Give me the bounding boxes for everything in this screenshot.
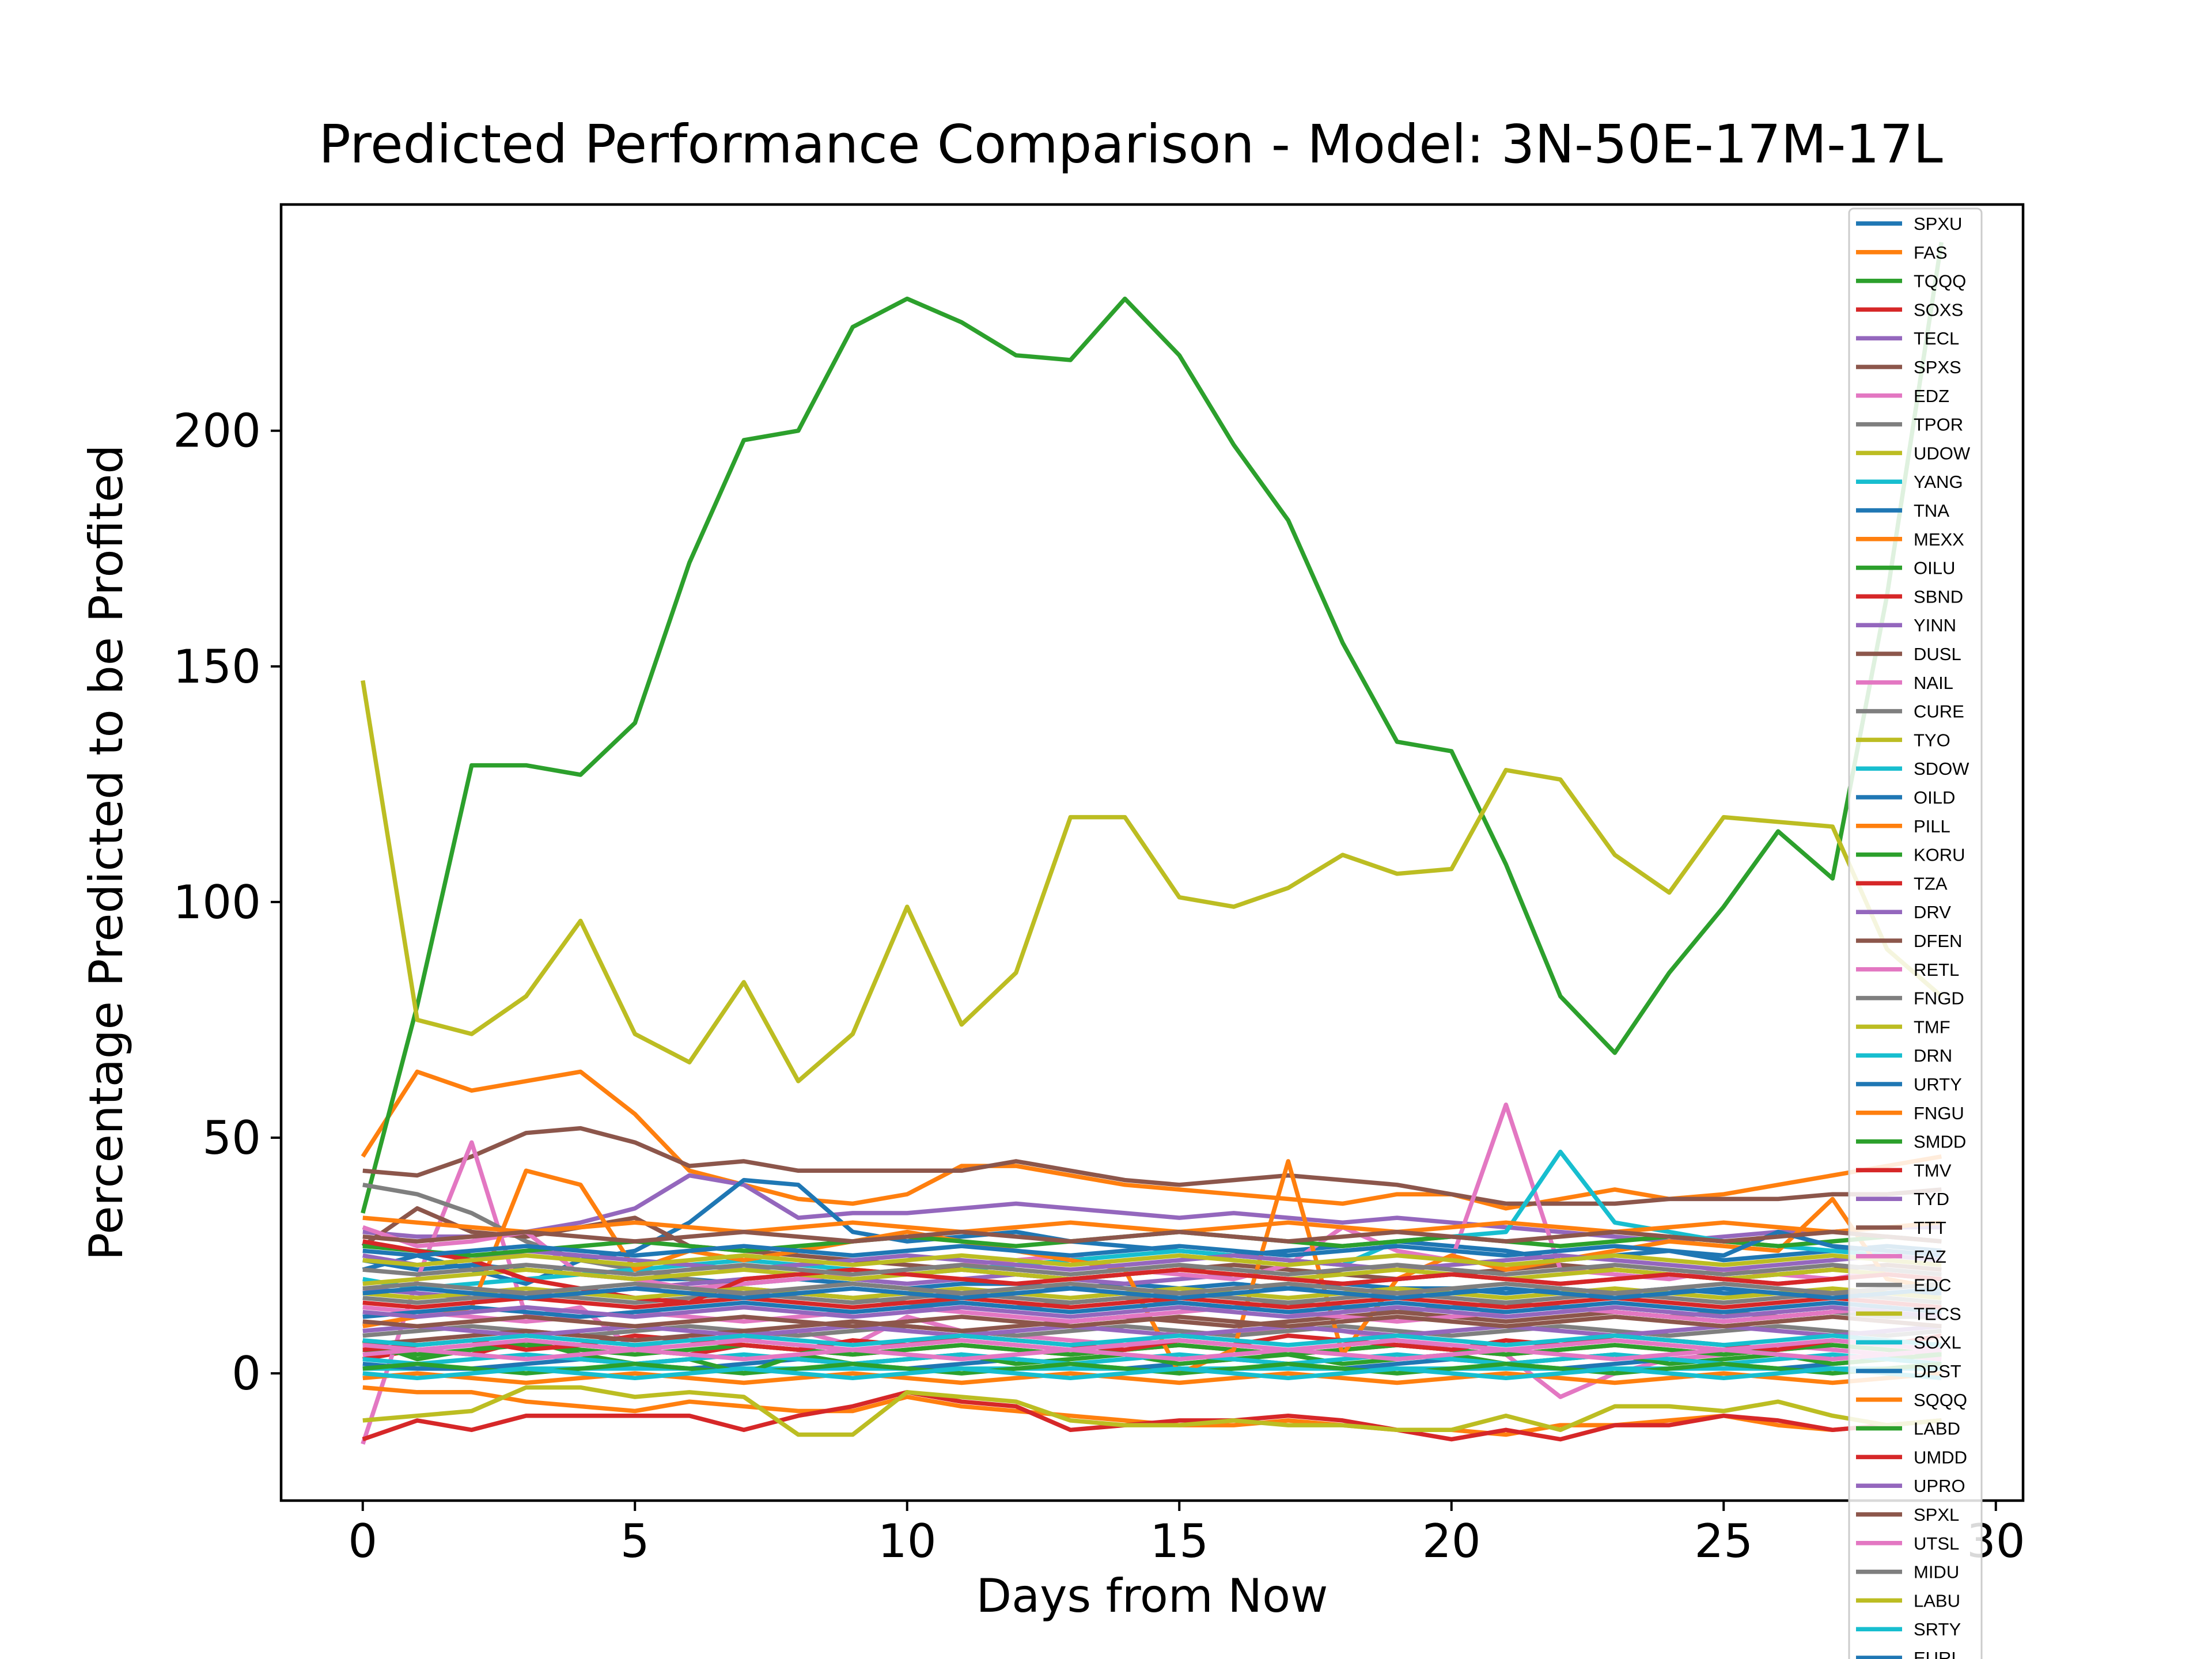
x-tick-label: 10 <box>878 1514 937 1568</box>
series-line-labu <box>362 1253 1942 1267</box>
chart-title: Predicted Performance Comparison - Model… <box>319 113 1942 175</box>
legend-label-tmf: TMF <box>1914 1017 1950 1037</box>
legend-label-oild: OILD <box>1914 787 1955 808</box>
legend-label-faz: FAZ <box>1914 1247 1946 1267</box>
legend-label-sdow: SDOW <box>1914 759 1969 779</box>
y-tick-label: 100 <box>173 876 261 929</box>
legend-label-yang: YANG <box>1914 472 1963 492</box>
legend-label-soxs: SOXS <box>1914 300 1963 320</box>
series-lines <box>361 241 1944 1445</box>
x-tick-label: 20 <box>1422 1514 1481 1568</box>
series-line-soxl <box>362 1333 1942 1347</box>
legend-label-midu: MIDU <box>1914 1562 1959 1582</box>
legend-label-dusl: DUSL <box>1914 644 1961 664</box>
legend-label-tyd: TYD <box>1914 1189 1949 1209</box>
legend-label-yinn: YINN <box>1914 615 1956 635</box>
series-line-tqqq <box>361 241 1944 1214</box>
x-axis-label: Days from Now <box>976 1569 1328 1623</box>
legend-label-soxl: SOXL <box>1914 1332 1961 1353</box>
legend-label-upro: UPRO <box>1914 1476 1965 1496</box>
series-line-srty <box>362 1366 1942 1381</box>
legend-label-dpst: DPST <box>1914 1361 1961 1381</box>
legend-label-labu: LABU <box>1914 1590 1960 1611</box>
series-line-drv <box>362 1248 1942 1272</box>
legend-label-labd: LABD <box>1914 1419 1960 1439</box>
x-tick-label: 5 <box>620 1514 650 1568</box>
legend-label-dfen: DFEN <box>1914 931 1962 951</box>
series-line-sdow <box>362 1149 1942 1291</box>
legend-label-edc: EDC <box>1914 1275 1951 1296</box>
axes-frame <box>279 203 2025 1502</box>
legend-label-urty: URTY <box>1914 1074 1962 1094</box>
series-line-sqqq <box>362 1371 1942 1385</box>
legend-label-fas: FAS <box>1914 243 1948 263</box>
legend-label-pill: PILL <box>1914 816 1950 836</box>
series-line-umdd <box>362 1296 1942 1310</box>
legend-label-spxu: SPXU <box>1914 214 1962 234</box>
legend-label-udow: UDOW <box>1914 443 1971 463</box>
legend-label-smdd: SMDD <box>1914 1132 1966 1152</box>
legend-label-tqqq: TQQQ <box>1914 271 1966 291</box>
legend-label-sqqq: SQQQ <box>1914 1390 1967 1410</box>
legend-label-nail: NAIL <box>1914 673 1953 693</box>
legend-label-tecl: TECL <box>1914 328 1959 349</box>
legend-label-srty: SRTY <box>1914 1619 1961 1639</box>
legend-label-drv: DRV <box>1914 902 1951 922</box>
y-tick-label: 200 <box>173 404 261 458</box>
series-line-oilu <box>362 1343 1942 1357</box>
legend-label-tza: TZA <box>1914 873 1948 893</box>
legend-label-mexx: MEXX <box>1914 529 1964 550</box>
series-line-cure <box>362 1324 1942 1338</box>
x-tick-label: 25 <box>1694 1514 1753 1568</box>
legend-label-fngd: FNGD <box>1914 988 1964 1009</box>
legend: SPXU FAS TQQQ SOXS TECL SPXS EDZ TPOR UDOW YANG TN… <box>1848 207 1983 1659</box>
series-line-spxs <box>362 1126 1942 1206</box>
legend-box <box>1848 207 1983 1659</box>
legend-label-drn: DRN <box>1914 1046 1952 1066</box>
legend-label-oilu: OILU <box>1914 558 1955 578</box>
legend-label-edz: EDZ <box>1914 386 1949 406</box>
legend-label-tpor: TPOR <box>1914 415 1963 435</box>
legend-label-retl: RETL <box>1914 960 1959 980</box>
y-axis-label: Percentage Predicted to be Profited <box>79 445 133 1260</box>
series-line-spxl <box>362 1229 1942 1244</box>
legend-label-spxl: SPXL <box>1914 1505 1959 1525</box>
series-line-ttt <box>362 1315 1942 1329</box>
legend-label-spxs: SPXS <box>1914 357 1961 377</box>
legend-label-tmv: TMV <box>1914 1160 1952 1180</box>
legend-label-utsl: UTSL <box>1914 1533 1959 1554</box>
series-line-midu <box>362 1281 1942 1296</box>
legend-label-eurl: EURL <box>1914 1648 1961 1659</box>
series-line-utsl <box>362 1338 1942 1352</box>
series-line-udow <box>361 680 1943 1084</box>
legend-label-koru: KORU <box>1914 845 1965 865</box>
legend-label-tecs: TECS <box>1914 1304 1961 1324</box>
legend-label-cure: CURE <box>1914 702 1964 722</box>
y-tick-label: 50 <box>202 1111 261 1165</box>
legend-label-fngu: FNGU <box>1914 1103 1964 1123</box>
legend-label-tyo: TYO <box>1914 730 1950 750</box>
series-line-upro <box>362 1305 1942 1319</box>
legend-label-ttt: TTT <box>1914 1218 1946 1238</box>
legend-label-sbnd: SBND <box>1914 586 1963 607</box>
series-line-urty <box>362 1300 1942 1319</box>
legend-label-umdd: UMDD <box>1914 1447 1967 1467</box>
x-tick-label: 15 <box>1150 1514 1209 1568</box>
series-line-edc <box>362 1263 1942 1277</box>
series-line-dpst <box>362 1229 1942 1258</box>
y-tick-label: 150 <box>173 640 261 694</box>
y-tick-label: 0 <box>232 1347 261 1400</box>
series-line-tyo <box>362 1385 1942 1437</box>
series-line-sbnd <box>362 1390 1942 1442</box>
x-tick-label: 0 <box>348 1514 377 1568</box>
legend-label-tna: TNA <box>1914 501 1949 521</box>
series-line-eurl <box>362 1286 1942 1300</box>
series-line-fngu <box>362 1215 1942 1234</box>
